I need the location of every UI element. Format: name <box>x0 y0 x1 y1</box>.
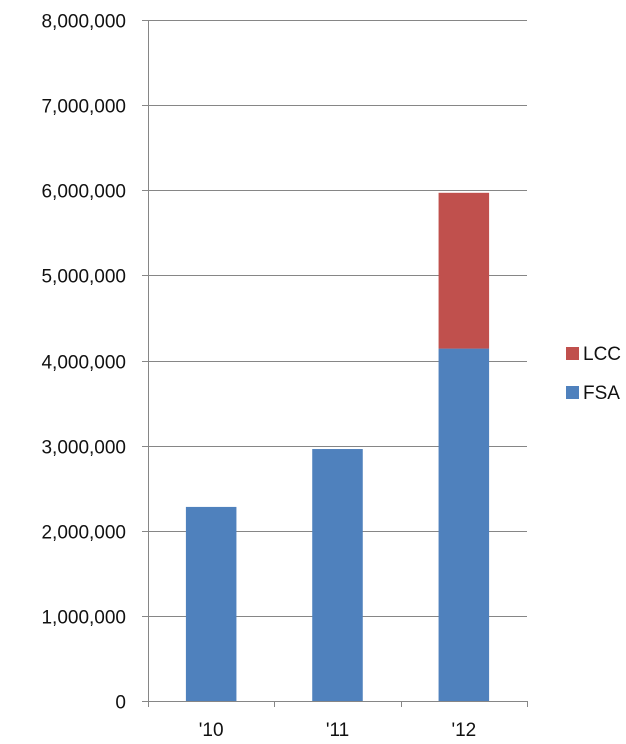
y-tick-label: 3,000,000 <box>41 438 126 459</box>
y-axis-tick-labels: 0 1,000,000 2,000,000 3,000,000 4,000,000 5,0… <box>41 12 126 714</box>
legend-label-fsa: FSA <box>583 383 620 404</box>
bars <box>185 192 490 701</box>
y-tick-label: 1,000,000 <box>41 608 126 629</box>
y-tick-label: 8,000,000 <box>41 12 126 33</box>
y-tick-label: 7,000,000 <box>41 97 126 118</box>
x-tick-label: '10 <box>199 720 224 741</box>
axes <box>142 20 528 707</box>
legend-label-lcc: LCC <box>583 344 621 365</box>
legend: LCC FSA <box>566 344 621 404</box>
bar-fsa-2 <box>438 348 490 701</box>
bar-lcc-2 <box>438 192 490 349</box>
y-tick-label: 5,000,000 <box>41 267 126 288</box>
x-tick-label: '12 <box>451 720 476 741</box>
y-tick-label: 4,000,000 <box>41 353 126 374</box>
x-axis-tick-labels: '10 '11 '12 <box>199 720 476 741</box>
y-tick-label: 0 <box>115 693 126 714</box>
y-tick-label: 6,000,000 <box>41 182 126 203</box>
x-tick-label: '11 <box>326 720 349 741</box>
bar-fsa-1 <box>312 449 363 701</box>
y-tick-label: 2,000,000 <box>41 523 126 544</box>
legend-swatch-fsa <box>566 386 579 399</box>
legend-swatch-lcc <box>566 347 579 360</box>
bar-fsa-0 <box>185 506 237 701</box>
